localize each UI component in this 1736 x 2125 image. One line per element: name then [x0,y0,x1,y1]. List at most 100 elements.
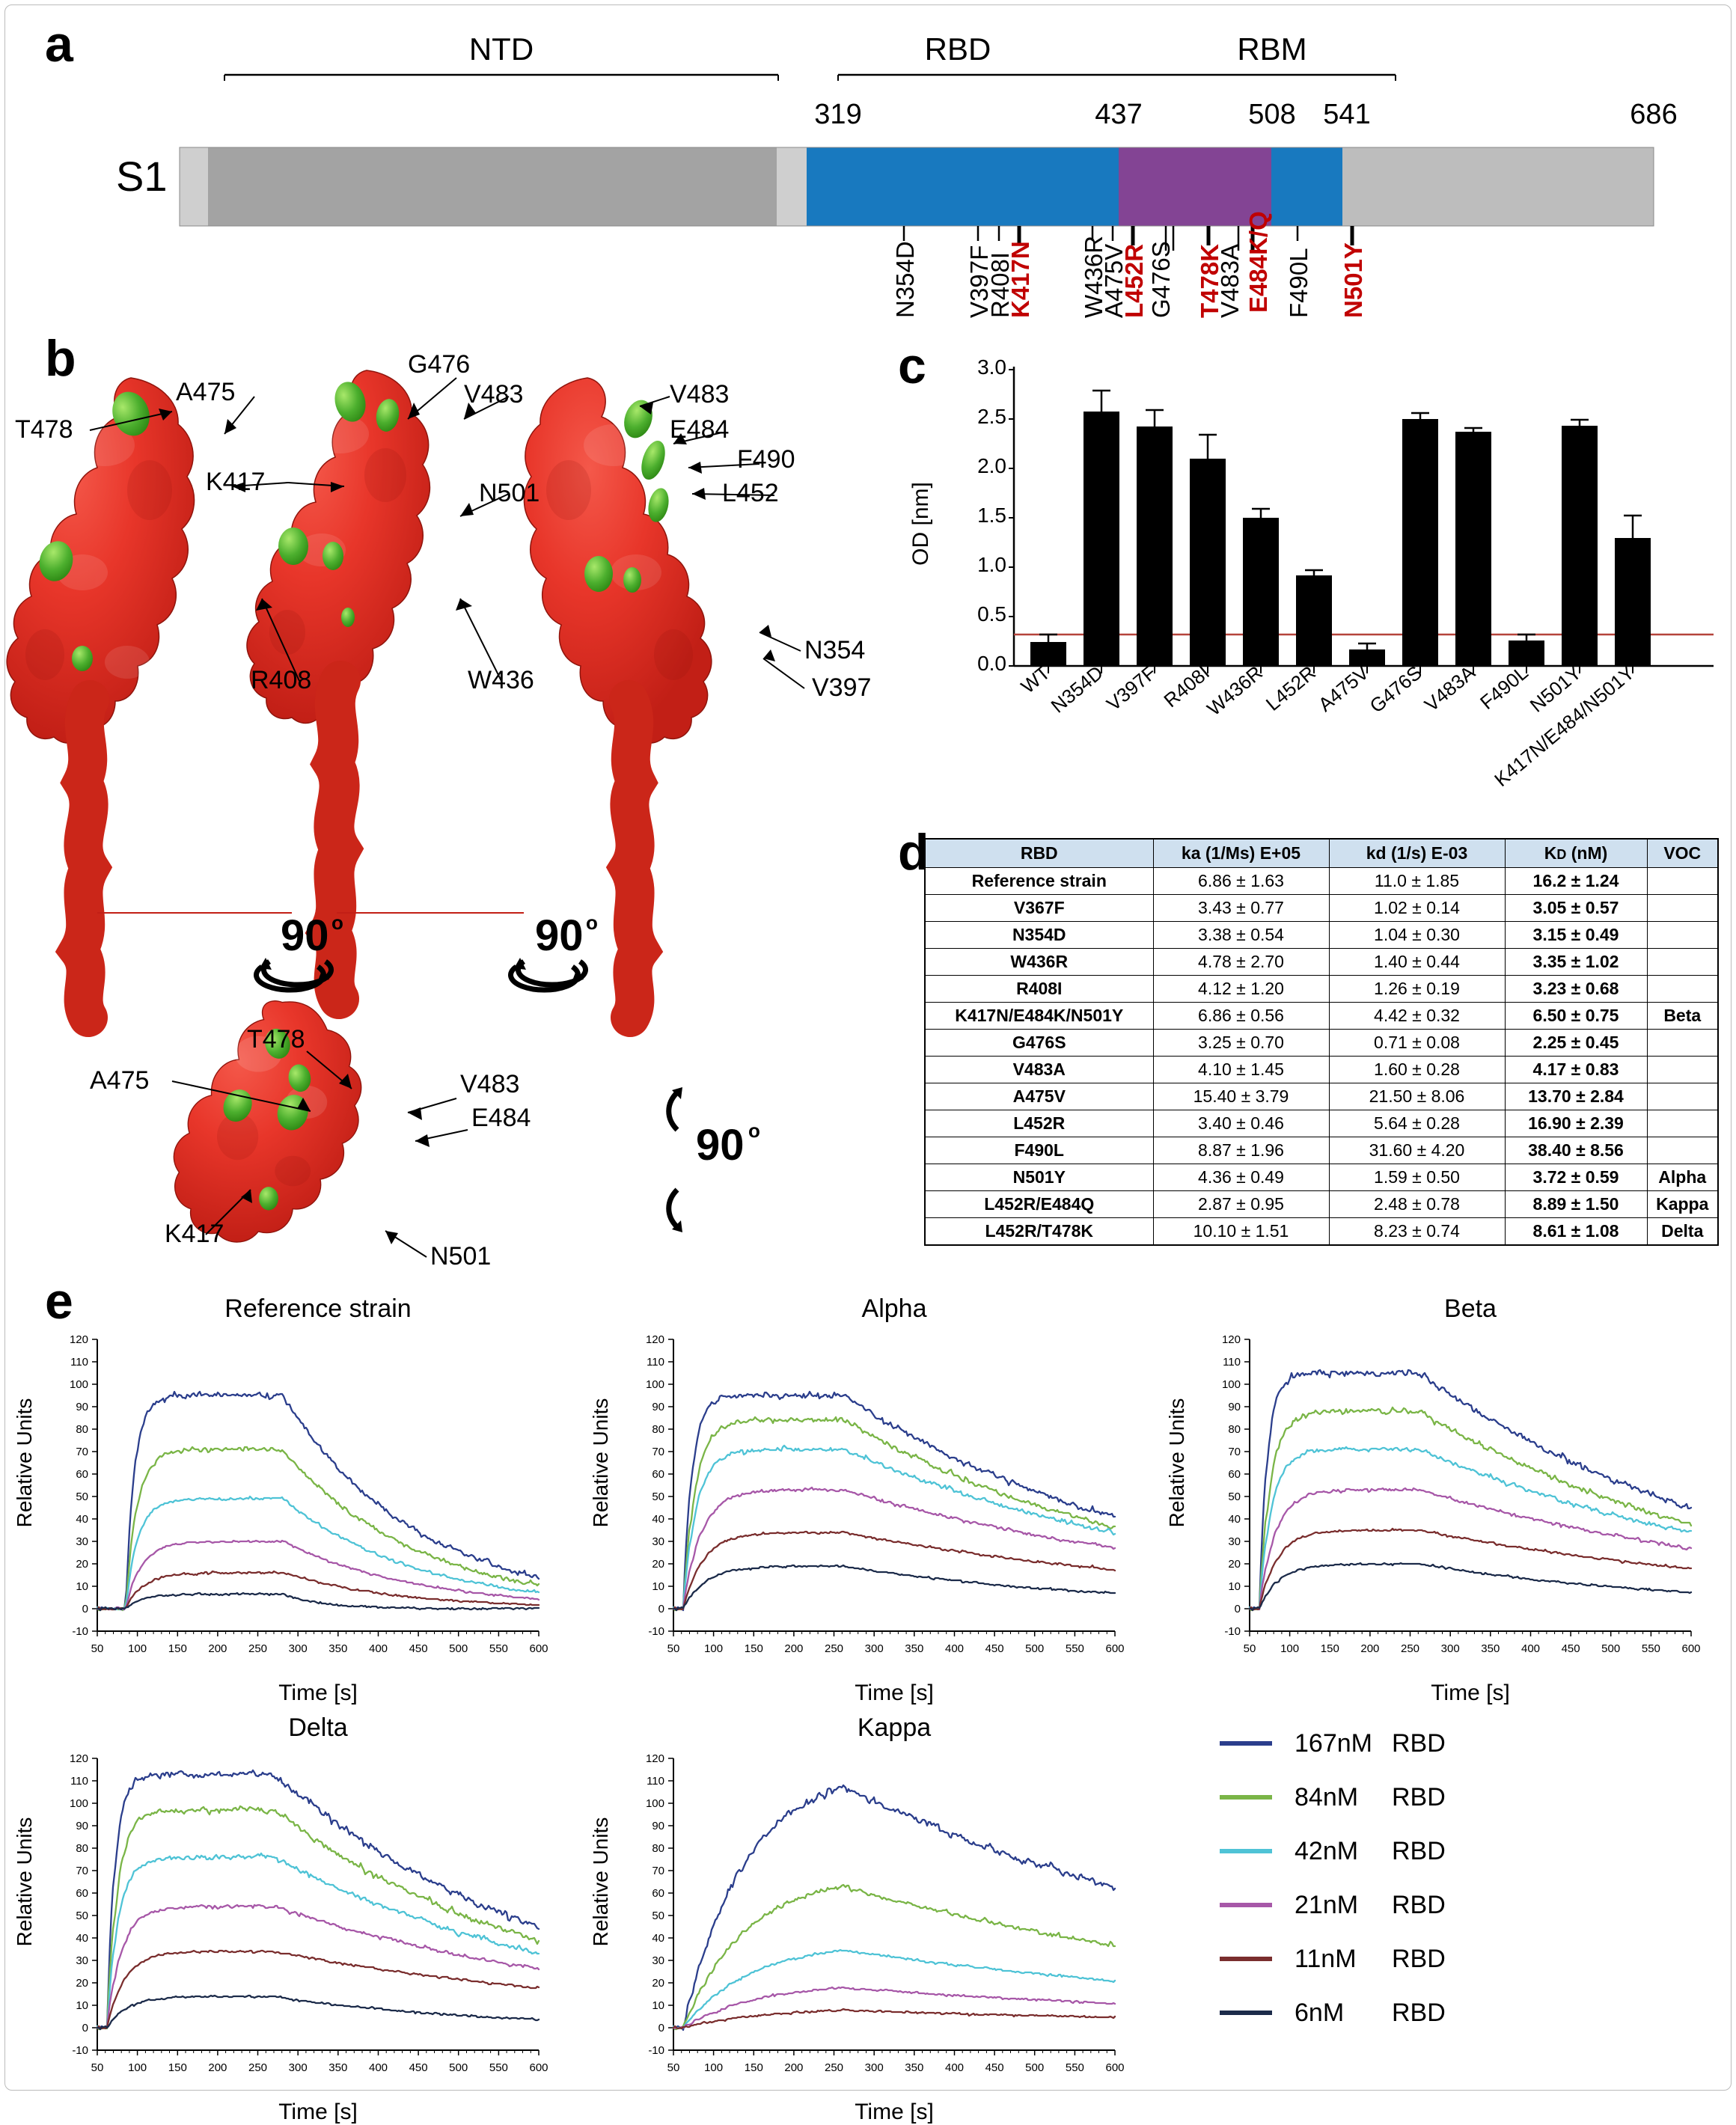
svg-text:200: 200 [784,2061,803,2074]
svg-text:N354D: N354D [1047,661,1107,718]
svg-text:T478: T478 [15,415,73,444]
svg-text:40: 40 [652,1513,664,1526]
svg-text:Kappa: Kappa [858,1713,931,1742]
svg-text:N501Y: N501Y [1339,242,1367,318]
svg-text:550: 550 [489,1642,508,1655]
svg-text:Time [s]: Time [s] [855,2100,934,2124]
svg-text:Alpha: Alpha [862,1294,927,1323]
svg-text:1.5: 1.5 [977,504,1006,527]
svg-text:2.0: 2.0 [977,454,1006,477]
svg-text:450: 450 [985,2061,1004,2074]
svg-text:150: 150 [168,1642,187,1655]
svg-text:0: 0 [658,2022,664,2034]
svg-text:E484: E484 [471,1104,531,1132]
svg-text:11nM: 11nM [1295,1945,1357,1973]
svg-text:G476S: G476S [1147,241,1175,318]
svg-text:600: 600 [529,1642,548,1655]
svg-text:250: 250 [248,1642,267,1655]
svg-text:R408: R408 [251,666,311,694]
svg-text:100: 100 [70,1797,88,1810]
svg-text:120: 120 [646,1333,664,1346]
svg-text:20: 20 [76,1558,88,1571]
svg-text:80: 80 [652,1423,664,1436]
svg-text:A475: A475 [176,378,235,406]
svg-text:100: 100 [128,1642,147,1655]
svg-text:200: 200 [784,1642,803,1655]
svg-text:F490: F490 [737,445,795,474]
svg-text:120: 120 [646,1752,664,1765]
svg-text:F490L: F490L [1285,248,1312,318]
svg-text:100: 100 [70,1378,88,1391]
svg-text:70: 70 [76,1865,88,1877]
svg-text:110: 110 [647,1356,664,1369]
svg-text:Reference strain: Reference strain [224,1294,411,1323]
svg-text:50: 50 [667,1642,680,1655]
svg-text:319: 319 [814,99,861,130]
svg-text:V483A: V483A [1420,661,1480,716]
svg-text:RBD: RBD [925,31,991,67]
svg-text:250: 250 [248,2061,267,2074]
svg-text:508: 508 [1248,99,1295,130]
svg-text:450: 450 [985,1642,1004,1655]
svg-text:500: 500 [1025,1642,1044,1655]
svg-text:Relative Units: Relative Units [13,1817,36,1947]
svg-text:RBD: RBD [1392,1783,1446,1811]
svg-text:L452R: L452R [1120,244,1148,318]
svg-text:V483A: V483A [1216,244,1244,318]
svg-text:30: 30 [76,1535,88,1548]
svg-text:0.0: 0.0 [977,652,1006,675]
svg-text:541: 541 [1323,99,1370,130]
svg-text:V397: V397 [812,673,871,702]
svg-text:550: 550 [1066,1642,1084,1655]
svg-text:A475V: A475V [1314,661,1374,716]
svg-text:W436R: W436R [1202,661,1267,721]
svg-text:90: 90 [281,911,329,960]
svg-text:20: 20 [76,1977,88,1990]
svg-text:250: 250 [825,1642,843,1655]
svg-text:450: 450 [409,1642,428,1655]
svg-text:6nM: 6nM [1295,1999,1344,2027]
svg-text:G476: G476 [408,350,470,379]
svg-text:V397F: V397F [1102,661,1161,715]
svg-text:70: 70 [76,1446,88,1458]
svg-text:90: 90 [76,1401,88,1413]
svg-text:10: 10 [76,1580,88,1593]
svg-text:150: 150 [745,1642,763,1655]
svg-text:-10: -10 [648,1625,664,1638]
svg-text:50: 50 [76,1490,88,1503]
svg-text:110: 110 [70,1356,88,1369]
svg-text:437: 437 [1095,99,1142,130]
svg-text:RBD: RBD [1392,1945,1446,1973]
svg-text:50: 50 [91,2061,104,2074]
svg-text:RBD: RBD [1392,1729,1446,1758]
svg-text:-10: -10 [72,2044,88,2057]
svg-text:20: 20 [652,1558,664,1571]
svg-text:RBD: RBD [1392,1891,1446,1919]
svg-text:686: 686 [1630,99,1677,130]
svg-text:o: o [586,911,598,934]
svg-text:400: 400 [369,2061,388,2074]
svg-text:1.0: 1.0 [977,553,1006,576]
svg-text:90: 90 [696,1121,745,1169]
svg-text:Time [s]: Time [s] [278,2100,358,2124]
svg-text:-10: -10 [648,2044,664,2057]
svg-text:0: 0 [658,1603,664,1615]
svg-text:60: 60 [652,1887,664,1900]
svg-text:500: 500 [1025,2061,1044,2074]
svg-text:K417N: K417N [1006,241,1034,318]
svg-text:Relative Units: Relative Units [589,1398,612,1528]
svg-text:10: 10 [652,1999,664,2012]
svg-text:40: 40 [76,1932,88,1945]
svg-text:120: 120 [70,1752,88,1765]
svg-text:100: 100 [704,1642,723,1655]
svg-text:200: 200 [208,2061,227,2074]
svg-text:600: 600 [529,2061,548,2074]
svg-text:60: 60 [652,1468,664,1481]
svg-text:0: 0 [82,1603,88,1615]
svg-text:250: 250 [825,2061,843,2074]
svg-text:90: 90 [652,1401,664,1413]
svg-text:N354D: N354D [891,241,919,318]
svg-text:NTD: NTD [469,31,534,67]
svg-text:RBD: RBD [1392,1837,1446,1865]
svg-text:2.5: 2.5 [977,405,1006,428]
